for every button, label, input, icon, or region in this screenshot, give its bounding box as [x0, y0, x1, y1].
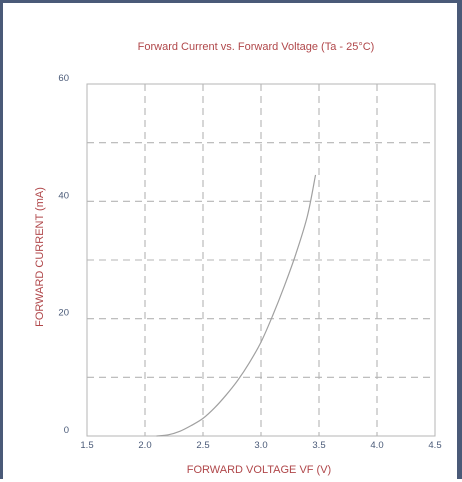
y-tick-label: 0 — [64, 425, 69, 436]
tick-labels: 1.5 2.0 2.5 3.0 3.5 4.0 4.5 0 20 40 60 — [58, 73, 441, 451]
x-tick-label: 2.5 — [196, 440, 209, 451]
chart: Forward Current vs. Forward Voltage (Ta … — [34, 41, 442, 476]
x-tick-label: 4.5 — [428, 440, 441, 451]
x-tick-label: 4.0 — [370, 440, 383, 451]
y-tick-label: 60 — [58, 73, 69, 84]
x-tick-label: 3.5 — [312, 440, 325, 451]
x-tick-label: 1.5 — [80, 440, 93, 451]
chart-title: Forward Current vs. Forward Voltage (Ta … — [138, 41, 375, 53]
series-line — [156, 174, 317, 437]
x-tick-label: 3.0 — [254, 440, 267, 451]
y-tick-label: 20 — [58, 308, 69, 319]
series — [156, 174, 317, 437]
x-tick-label: 2.0 — [138, 440, 151, 451]
x-axis-label: FORWARD VOLTAGE VF (V) — [187, 464, 331, 476]
y-tick-label: 40 — [58, 190, 69, 201]
grid — [87, 84, 435, 436]
y-axis-label: FORWARD CURRENT (mA) — [34, 187, 46, 327]
plot-border — [86, 83, 436, 437]
